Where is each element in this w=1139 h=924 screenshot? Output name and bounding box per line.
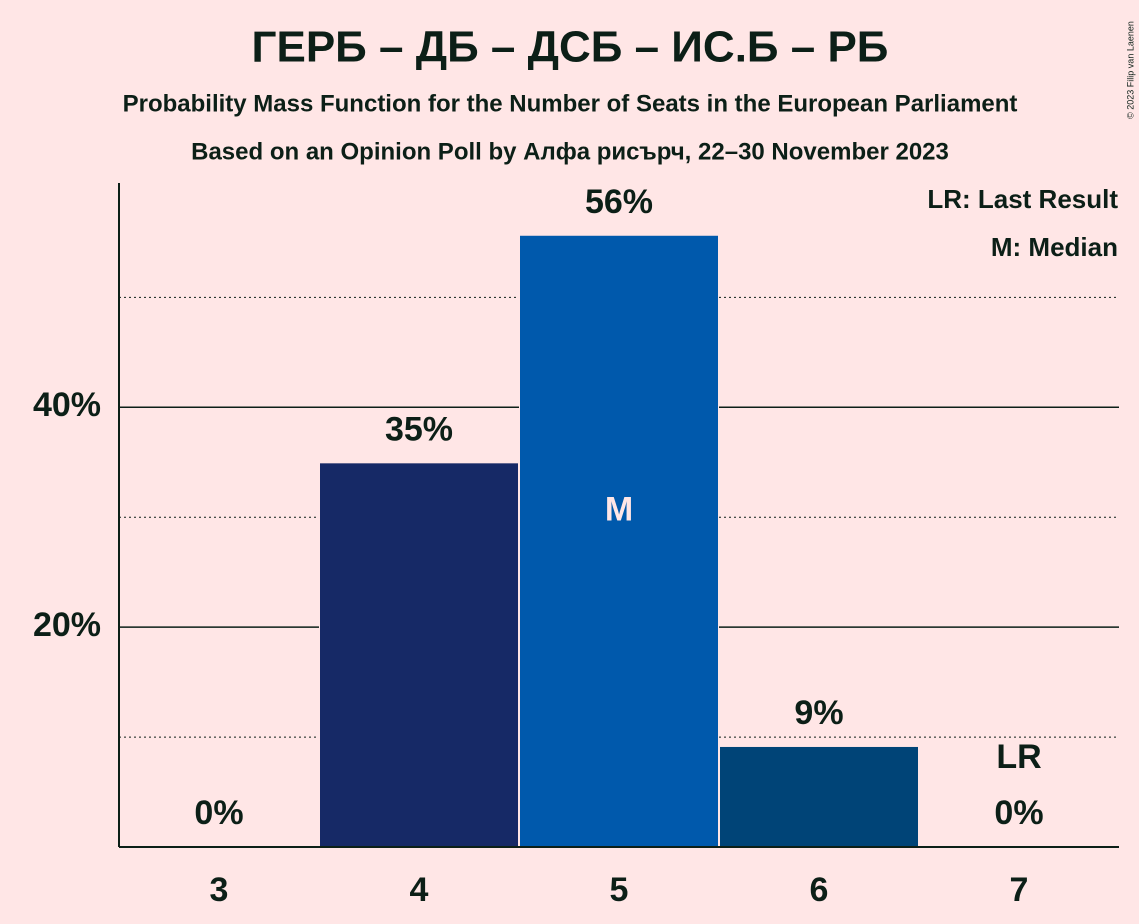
value-label: 9% — [794, 694, 843, 732]
copyright: © 2023 Filip van Laenen — [1125, 21, 1135, 119]
bar — [720, 746, 918, 847]
legend-entry: M: Median — [991, 232, 1118, 262]
chart-title: ГЕРБ – ДБ – ДСБ – ИС.Б – РБ — [252, 23, 889, 72]
legend-entry: LR: Last Result — [927, 184, 1118, 214]
x-tick-label: 4 — [410, 871, 429, 909]
x-tick-label: 6 — [810, 871, 829, 909]
annotation: LR — [996, 738, 1041, 776]
value-label: 35% — [385, 410, 453, 448]
chart-subtitle: Based on an Opinion Poll by Алфа рисърч,… — [191, 138, 949, 165]
bar — [320, 463, 518, 847]
value-label: 0% — [194, 794, 243, 832]
y-tick-label: 20% — [33, 606, 101, 644]
x-tick-label: 3 — [210, 871, 229, 909]
x-tick-label: 7 — [1010, 871, 1029, 909]
x-tick-label: 5 — [610, 871, 629, 909]
bar — [520, 235, 718, 848]
y-tick-label: 40% — [33, 386, 101, 424]
value-label: 0% — [994, 794, 1043, 832]
annotation: M — [605, 490, 633, 528]
chart-subtitle: Probability Mass Function for the Number… — [123, 90, 1018, 117]
value-label: 56% — [585, 183, 653, 221]
